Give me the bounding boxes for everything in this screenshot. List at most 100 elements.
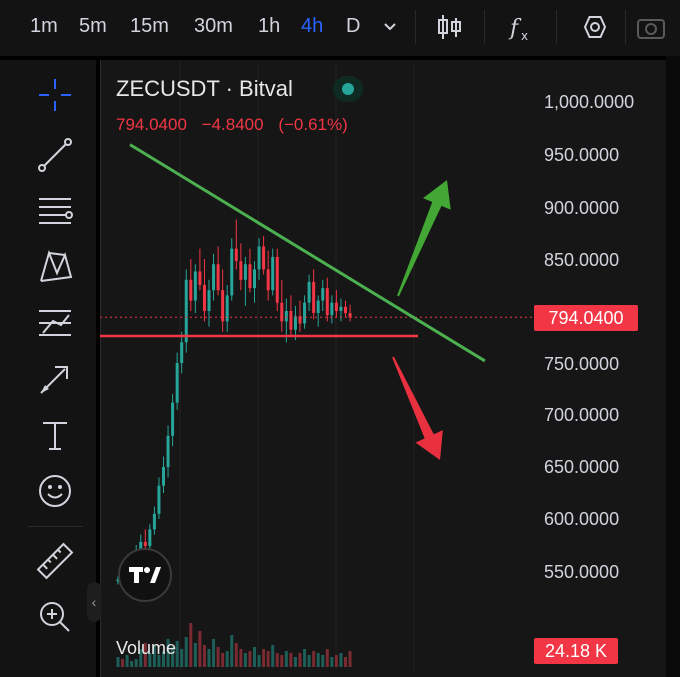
volume-bar bbox=[303, 649, 307, 667]
volume-bar bbox=[130, 661, 134, 667]
volume-bar bbox=[284, 651, 288, 667]
candle-body bbox=[230, 248, 234, 296]
trend-line-tool[interactable] bbox=[30, 132, 80, 178]
volume-bar bbox=[266, 651, 270, 667]
candle-body bbox=[257, 246, 261, 270]
volume-bar bbox=[307, 655, 311, 667]
timeframe-d[interactable]: D bbox=[346, 15, 361, 37]
toolbar-divider bbox=[28, 526, 83, 527]
price-axis-label: 650.0000 bbox=[544, 457, 620, 477]
candlestick-icon[interactable] bbox=[432, 10, 468, 44]
volume-bar bbox=[225, 651, 229, 667]
candle-body bbox=[180, 342, 184, 363]
candle-body bbox=[280, 302, 284, 322]
svg-text:x: x bbox=[521, 29, 528, 43]
price-axis-label: 900.0000 bbox=[544, 198, 620, 218]
candle-body bbox=[348, 313, 352, 318]
xabcd-pattern-tool[interactable] bbox=[30, 244, 80, 290]
toolbar-divider bbox=[484, 10, 485, 44]
timeframe-1m[interactable]: 1m bbox=[30, 15, 58, 37]
candle-body bbox=[330, 302, 334, 316]
candle-body bbox=[289, 311, 293, 330]
crosshair-icon bbox=[39, 79, 71, 111]
timeframe-4h[interactable]: 4h bbox=[301, 15, 324, 37]
candle-body bbox=[339, 306, 343, 311]
camera-icon[interactable] bbox=[632, 10, 668, 44]
price-change: −4.8400 bbox=[201, 115, 264, 134]
volume-bar bbox=[334, 655, 338, 667]
candle-body bbox=[193, 271, 197, 301]
current-price-tag: 794.0400 bbox=[534, 305, 638, 331]
xabcd-pattern-icon bbox=[40, 249, 73, 282]
volume-bar bbox=[184, 637, 188, 667]
timeframe-15m[interactable]: 15m bbox=[130, 15, 169, 37]
volume-bar bbox=[180, 649, 184, 667]
volume-bar bbox=[202, 645, 206, 667]
ruler-tool[interactable] bbox=[30, 538, 80, 584]
fib-retracement-tool[interactable] bbox=[30, 188, 80, 234]
timeframe-5m[interactable]: 5m bbox=[79, 15, 107, 37]
settings-hexagon-icon[interactable] bbox=[576, 10, 612, 44]
candle-body bbox=[175, 363, 179, 403]
price-axis-label: 850.0000 bbox=[544, 250, 620, 270]
candle-body bbox=[162, 467, 165, 486]
candle-body bbox=[202, 285, 206, 311]
chart-panel[interactable] bbox=[100, 60, 666, 677]
price-axis-label: 600.0000 bbox=[544, 509, 620, 529]
timeframe-1h[interactable]: 1h bbox=[258, 15, 281, 37]
candle-body bbox=[303, 302, 307, 324]
toolbar-divider bbox=[415, 10, 416, 44]
candle-body bbox=[212, 264, 216, 291]
candle-body bbox=[312, 281, 316, 314]
breakdown-down-arrow bbox=[392, 356, 443, 460]
volume-bar bbox=[325, 649, 329, 667]
price-axis-label: 700.0000 bbox=[544, 405, 620, 425]
zoom-in-tool[interactable] bbox=[30, 594, 80, 640]
text-icon bbox=[43, 422, 67, 450]
candle-body bbox=[166, 435, 170, 467]
candle-body bbox=[325, 288, 329, 316]
collapse-toolbar-button[interactable]: ‹ bbox=[87, 582, 101, 622]
timeframe-30m[interactable]: 30m bbox=[194, 15, 233, 37]
candle-body bbox=[316, 300, 320, 314]
candle-body bbox=[344, 306, 347, 314]
volume-bar bbox=[248, 651, 252, 667]
arrow-brush-tool[interactable] bbox=[30, 356, 80, 402]
candle-body bbox=[262, 246, 266, 270]
volume-bar bbox=[162, 651, 165, 667]
candle-body bbox=[184, 279, 188, 343]
volume-bar bbox=[316, 653, 320, 667]
chart-canvas[interactable] bbox=[0, 0, 666, 677]
volume-bar bbox=[344, 657, 347, 667]
price-axis-label: 550.0000 bbox=[544, 562, 620, 582]
volume-bar bbox=[152, 645, 156, 667]
long-position-tool[interactable] bbox=[30, 300, 80, 346]
candle-body bbox=[284, 311, 288, 322]
tradingview-logo[interactable] bbox=[118, 548, 172, 602]
candle-body bbox=[198, 271, 202, 285]
volume-bar bbox=[339, 653, 343, 667]
candle-body bbox=[171, 402, 175, 436]
chevron-down-icon[interactable] bbox=[372, 10, 408, 44]
crosshair-tool[interactable] bbox=[30, 72, 80, 118]
text-tool[interactable] bbox=[30, 412, 80, 458]
volume-label: Volume bbox=[116, 638, 177, 658]
toolbar-divider bbox=[556, 10, 557, 44]
market-status-dot bbox=[333, 76, 363, 102]
volume-bar bbox=[207, 649, 211, 667]
volume-bar bbox=[234, 643, 238, 667]
volume-bar bbox=[148, 653, 152, 667]
volume-bar bbox=[193, 643, 197, 667]
volume-bar bbox=[139, 649, 143, 667]
candle-body bbox=[298, 316, 302, 324]
candle-body bbox=[243, 264, 247, 280]
trend-line-icon bbox=[38, 138, 72, 172]
volume-bar bbox=[321, 655, 325, 667]
emoji-tool[interactable] bbox=[30, 468, 80, 514]
candle-body bbox=[334, 302, 338, 311]
breakout-up-arrow bbox=[397, 180, 451, 297]
volume-bar bbox=[257, 655, 261, 667]
volume-bar bbox=[262, 649, 266, 667]
symbol-title[interactable]: ZECUSDT · Bitval bbox=[116, 76, 293, 101]
